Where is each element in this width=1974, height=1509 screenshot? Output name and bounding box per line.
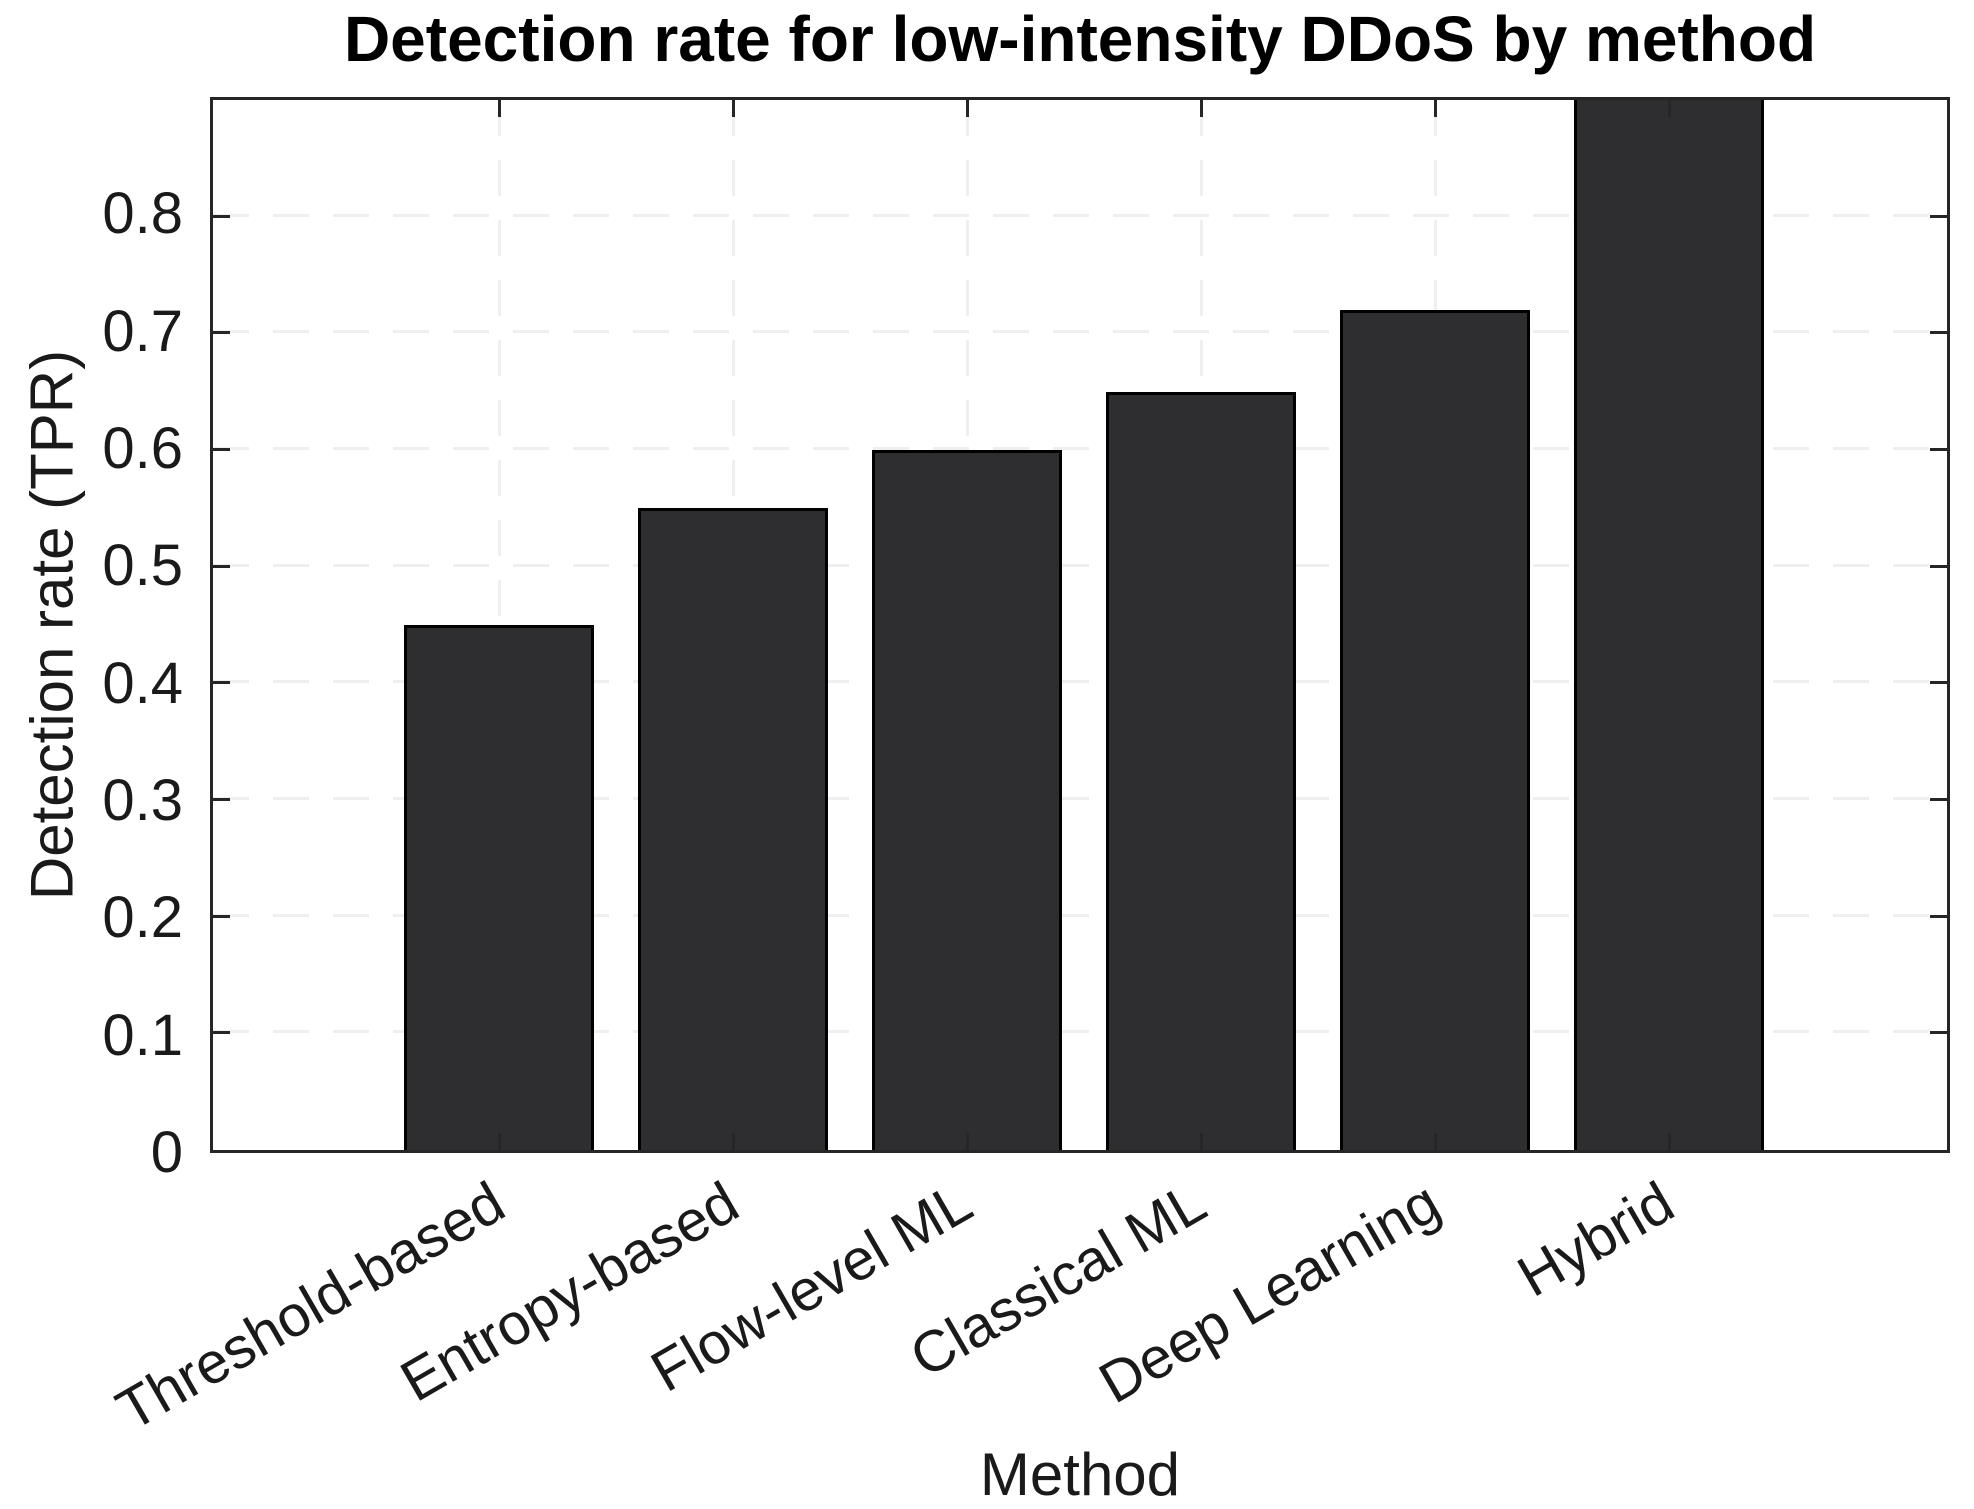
gridline-horizontal (213, 563, 1947, 567)
bar-deep-learning (1340, 310, 1530, 1150)
y-tick-mark (213, 448, 230, 452)
bar-entropy-based (638, 508, 828, 1150)
y-tick-mark (1930, 331, 1947, 335)
bar-hybrid (1574, 100, 1764, 1150)
y-tick-mark (1930, 914, 1947, 918)
y-tick-mark (1930, 681, 1947, 685)
x-tick-mark (966, 100, 969, 117)
bar-classical-ml (1106, 391, 1296, 1150)
y-tick-mark (213, 331, 230, 335)
x-tick-mark (732, 1133, 735, 1150)
gridline-horizontal (213, 330, 1947, 334)
gridline-horizontal (213, 213, 1947, 217)
y-tick-mark (213, 214, 230, 218)
y-tick-mark (213, 681, 230, 685)
gridline-horizontal (213, 797, 1947, 800)
y-tick-label: 0 (150, 1120, 183, 1185)
y-tick-mark (1930, 214, 1947, 218)
y-tick-mark (1930, 448, 1947, 452)
y-tick-label: 0.6 (102, 416, 183, 481)
y-tick-mark (213, 1031, 230, 1035)
y-tick-label: 0.5 (102, 533, 183, 599)
chart-title: Detection rate for low-intensity DDoS by… (343, 3, 1817, 75)
y-tick-label: 0.2 (102, 885, 183, 951)
x-tick-label: Hybrid (1507, 1169, 1685, 1310)
y-tick-label: 0.1 (102, 1002, 183, 1068)
x-tick-mark (732, 100, 735, 117)
y-tick-mark (213, 564, 230, 568)
bar-flow-level-ml (872, 450, 1062, 1150)
y-tick-mark (1930, 1031, 1947, 1035)
x-tick-mark (1434, 100, 1437, 117)
x-tick-mark (1668, 100, 1671, 117)
x-axis-label: Method (979, 1441, 1181, 1508)
y-tick-label: 0.8 (102, 181, 183, 247)
y-tick-label: 0.4 (102, 650, 183, 716)
x-tick-mark (1200, 1133, 1203, 1150)
gridline-horizontal (213, 913, 1947, 917)
x-tick-mark (966, 1133, 969, 1150)
plot-area (210, 97, 1950, 1153)
x-tick-mark (498, 100, 501, 117)
bar-threshold-based (404, 625, 594, 1150)
x-tick-label: Threshold-based (105, 1169, 515, 1444)
x-tick-mark (498, 1133, 501, 1150)
y-tick-mark (1930, 564, 1947, 568)
y-tick-mark (213, 914, 230, 918)
y-tick-mark (1930, 798, 1947, 802)
y-tick-label: 0.7 (102, 298, 183, 364)
y-tick-mark (213, 798, 230, 802)
x-tick-mark (1668, 1133, 1671, 1150)
gridline-horizontal (213, 1030, 1947, 1034)
x-tick-mark (1434, 1133, 1437, 1150)
gridline-horizontal (213, 680, 1947, 684)
y-tick-label: 0.3 (102, 768, 183, 833)
x-tick-mark (1200, 100, 1203, 117)
gridline-horizontal (213, 447, 1947, 450)
